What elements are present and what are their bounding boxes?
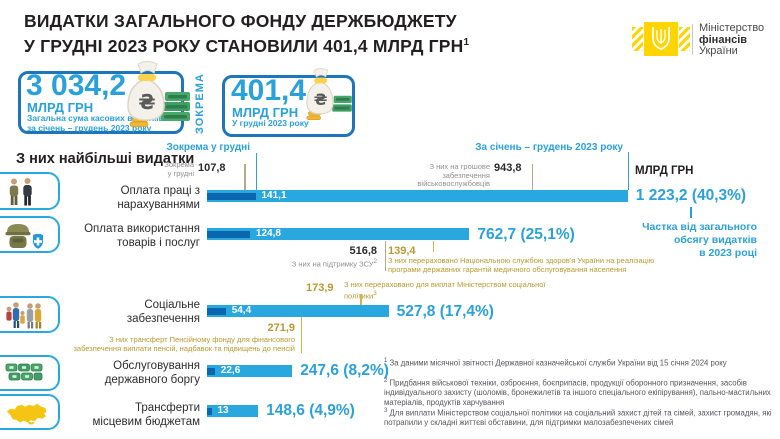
family-icon bbox=[6, 302, 42, 329]
annotation-value: 139,4 bbox=[388, 245, 416, 257]
row-value: 1 223,2 (40,3%) bbox=[635, 187, 747, 204]
bar-december-value: 22,6 bbox=[220, 365, 241, 376]
annotation-marker-line bbox=[384, 241, 387, 271]
between-boxes-label: ЗОКРЕМА bbox=[194, 73, 206, 134]
bar-december bbox=[207, 367, 215, 375]
annotation-value: 271,9 bbox=[267, 322, 295, 334]
icon-box-goods-services bbox=[0, 216, 60, 253]
annotation-label: З них перераховано для виплат Міністерст… bbox=[344, 280, 546, 300]
axis-unit-label: МЛРД ГРН bbox=[635, 165, 694, 177]
ministry-logo bbox=[644, 22, 678, 56]
annotation-marker-line bbox=[531, 164, 534, 190]
row-value: 762,7 (25,1%) bbox=[477, 226, 575, 243]
callout-year-line bbox=[627, 152, 630, 190]
annotation-label: З них на грошове забезпечення військовос… bbox=[417, 162, 490, 188]
callout-december-line bbox=[255, 153, 257, 190]
ministry-name-line3: України bbox=[699, 45, 738, 57]
section-title: З них найбільші видатки bbox=[16, 151, 195, 167]
annotation-marker-line bbox=[360, 294, 362, 305]
svg-text:₴: ₴ bbox=[314, 90, 328, 109]
annotation-label: З них трансферт Пенсійному фонду для фін… bbox=[73, 335, 295, 353]
callout-year: За січень – грудень 2023 року bbox=[475, 142, 623, 153]
annotation-marker-line bbox=[432, 241, 435, 252]
money-bag-icon: ₴ bbox=[306, 68, 352, 120]
annotation-value: 516,8 bbox=[349, 245, 377, 257]
annotation-marker-line bbox=[300, 317, 302, 353]
ministry-name-line1: Міністерство bbox=[699, 22, 765, 34]
share-note-line bbox=[690, 207, 692, 218]
bar-december bbox=[207, 230, 250, 238]
bar-total: 22,6 bbox=[207, 365, 293, 377]
icon-box-social bbox=[0, 296, 60, 333]
bar-total: 13 bbox=[207, 405, 259, 417]
icon-box-salaries bbox=[0, 172, 60, 210]
row-value: 148,6 (4,9%) bbox=[266, 402, 355, 419]
row-label: Оплата використання товарів і послуг bbox=[84, 223, 200, 249]
title-line-2: У ГРУДНІ 2023 РОКУ СТАНОВИЛИ 401,4 МЛРД … bbox=[24, 35, 464, 56]
bar-december bbox=[207, 192, 256, 200]
annotation-marker-line bbox=[244, 164, 246, 190]
logo-hatch-left bbox=[632, 27, 643, 51]
money-stacks-icon bbox=[5, 363, 43, 381]
bar-december-value: 13 bbox=[217, 405, 229, 416]
row-label: Соціальне забезпечення bbox=[126, 299, 200, 325]
svg-text:₴: ₴ bbox=[138, 90, 155, 114]
military-supplies-icon bbox=[5, 224, 43, 249]
annotation-value: 173,9 bbox=[306, 282, 334, 294]
footnote-3: 3 Для виплати Міністерством соціальної п… bbox=[384, 408, 772, 428]
december-expenditure-unit: МЛРД ГРН bbox=[232, 105, 299, 120]
annotation-label: Зокрема у грудні bbox=[164, 160, 194, 178]
bar-total: 54,4 bbox=[207, 305, 389, 317]
annotation-value: 943,8 bbox=[494, 162, 522, 174]
title-line-1: ВИДАТКИ ЗАГАЛЬНОГО ФОНДУ ДЕРЖБЮДЖЕТУ bbox=[24, 11, 457, 31]
bar-december-value: 141,1 bbox=[261, 190, 287, 201]
page-title: ВИДАТКИ ЗАГАЛЬНОГО ФОНДУ ДЕРЖБЮДЖЕТУ У Г… bbox=[24, 11, 624, 57]
total-expenditure-caption: Загальна сума касових видатків за січень… bbox=[27, 113, 164, 133]
bar-total: 124,8 bbox=[207, 228, 470, 240]
bar-total: 141,1 bbox=[207, 190, 628, 202]
title-footnote-mark: 1 bbox=[463, 37, 470, 48]
row-label: Обслуговування державного боргу bbox=[104, 360, 200, 386]
logo-hatch-right bbox=[679, 27, 690, 51]
ukraine-map-icon bbox=[6, 403, 46, 425]
bar-december-value: 54,4 bbox=[231, 305, 252, 316]
money-bag-icon: ₴ bbox=[127, 61, 190, 127]
total-expenditure-value: 3 034,2 bbox=[26, 69, 127, 102]
trident-icon bbox=[652, 27, 670, 50]
icon-box-debt bbox=[0, 355, 60, 391]
bar-december bbox=[207, 407, 212, 415]
annotation-label: З них перераховано Національною службою … bbox=[388, 256, 655, 274]
ministry-name: Міністерство фінансів України bbox=[699, 22, 765, 58]
row-label: Оплата праці з нарахуваннями bbox=[117, 185, 200, 211]
icon-box-transfers bbox=[0, 394, 60, 430]
logo-divider bbox=[692, 24, 693, 55]
bar-december-value: 124,8 bbox=[255, 228, 281, 239]
total-expenditure-unit: МЛРД ГРН bbox=[27, 100, 94, 115]
callout-december: Зокрема у грудні bbox=[166, 142, 250, 153]
row-value: 247,6 (8,2%) bbox=[300, 362, 389, 379]
row-value: 527,8 (17,4%) bbox=[396, 303, 494, 320]
december-expenditure-value: 401,4 bbox=[231, 74, 307, 107]
workers-icon bbox=[9, 178, 32, 206]
footnote-1: 1 За даними місячної звітності Державної… bbox=[384, 358, 727, 368]
share-note: Частка від загального обсягу видатків в … bbox=[642, 221, 757, 259]
footnote-2: 2 Придбання військової техніки, озброєнн… bbox=[384, 378, 771, 407]
ministry-name-line2: фінансів bbox=[699, 33, 748, 46]
bar-december bbox=[207, 307, 226, 315]
row-label: Трансферти місцевим бюджетам bbox=[92, 402, 200, 428]
december-expenditure-caption: У грудні 2023 року bbox=[232, 118, 309, 128]
annotation-label: З них на підтримку ЗСУ2 bbox=[291, 258, 377, 269]
annotation-value: 107,8 bbox=[198, 162, 226, 174]
